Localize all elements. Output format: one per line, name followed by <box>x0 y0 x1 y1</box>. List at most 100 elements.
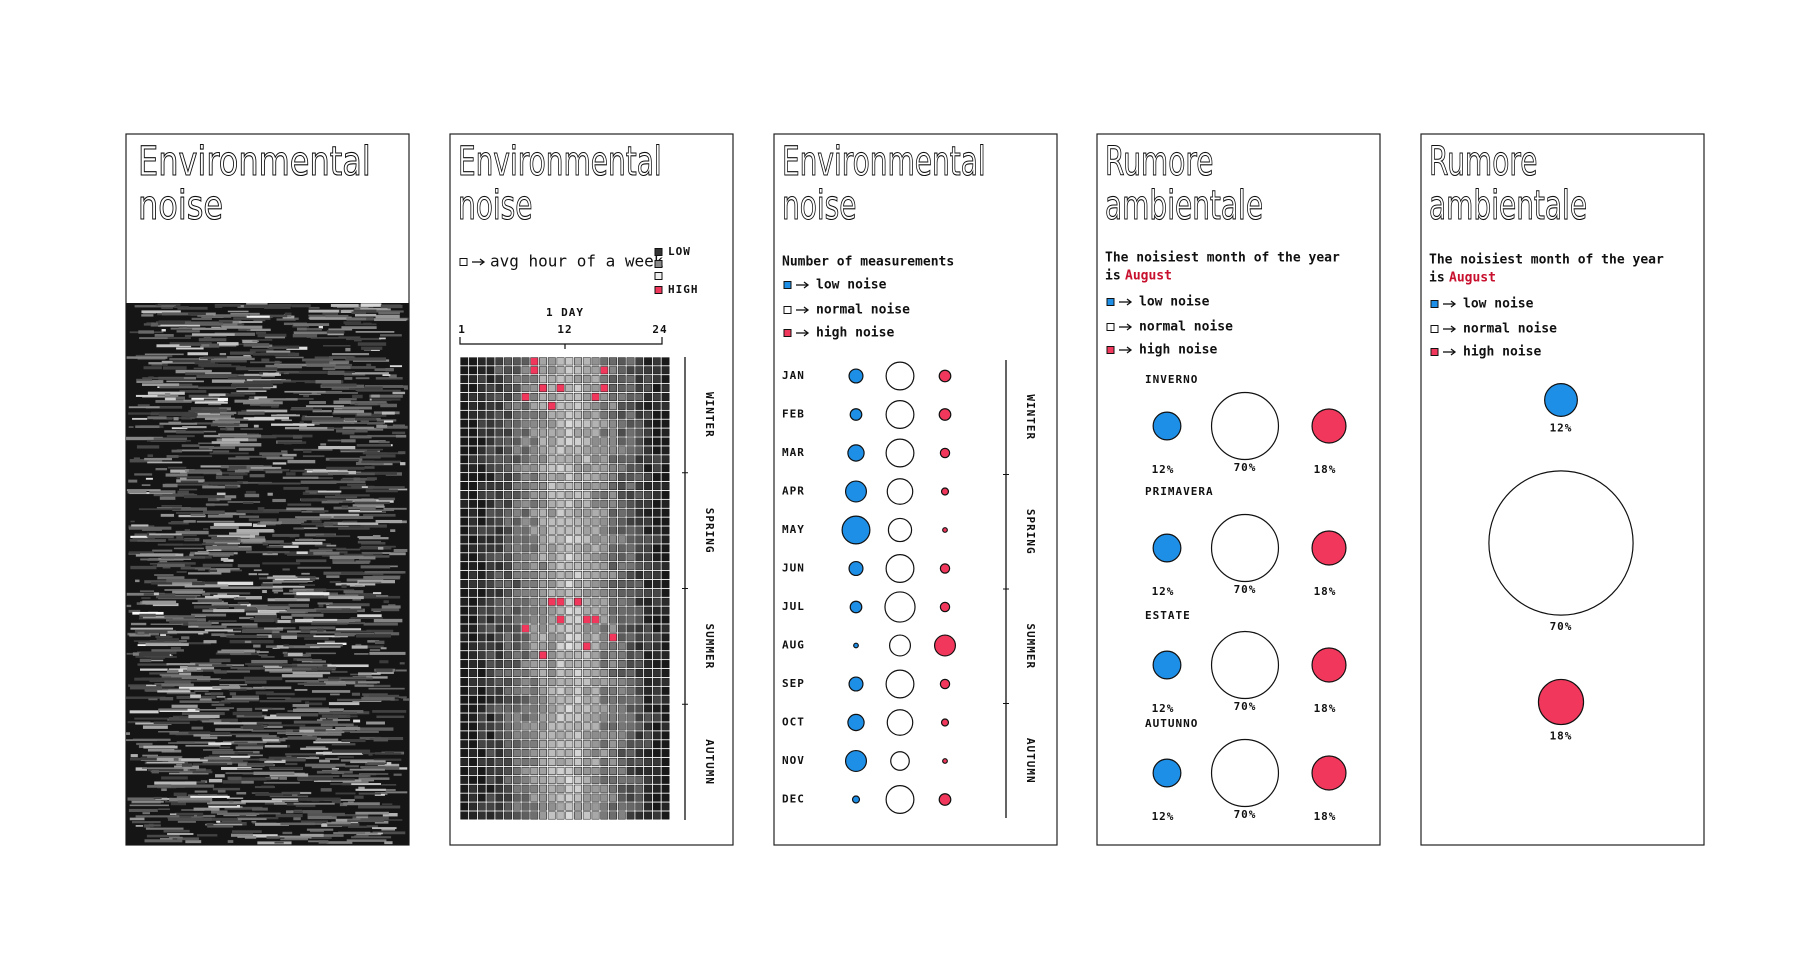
noise-streak <box>191 816 202 819</box>
heat-cell <box>469 508 477 517</box>
heat-cell <box>617 597 626 606</box>
noise-streak <box>390 529 396 532</box>
subtitle: is <box>1429 271 1445 286</box>
noise-streak <box>174 812 204 816</box>
noise-streak <box>153 437 188 441</box>
heat-cell <box>574 802 582 811</box>
heat-cell <box>574 419 582 428</box>
noise-streak <box>218 433 255 436</box>
noise-streak <box>161 556 206 559</box>
heat-cell <box>591 490 600 499</box>
heat-cell <box>652 811 661 820</box>
noise-streak <box>249 474 265 478</box>
heat-cell <box>591 526 600 535</box>
noise-streak <box>215 314 247 317</box>
heat-cell <box>504 419 512 428</box>
heat-cell <box>661 793 670 802</box>
heat-cell <box>617 686 626 695</box>
noise-streak <box>346 317 374 321</box>
noise-streak <box>272 533 300 537</box>
heat-cell <box>582 651 591 660</box>
noise-streak <box>229 684 240 687</box>
heat-cell <box>539 535 547 544</box>
noise-streak <box>209 658 231 663</box>
noise-streak <box>341 608 363 611</box>
noise-streak <box>373 738 389 742</box>
noise-streak <box>136 445 160 449</box>
noise-streak <box>220 766 252 770</box>
noise-streak <box>316 392 358 394</box>
heat-cell <box>547 793 556 802</box>
heat-cell <box>582 784 591 793</box>
heat-cell <box>652 357 661 366</box>
heat-cell <box>652 473 661 482</box>
noise-streak <box>132 611 164 615</box>
heat-cell <box>469 437 477 446</box>
heat-cell <box>556 384 565 393</box>
heat-cell <box>495 758 504 767</box>
noise-streak <box>310 660 326 663</box>
noise-streak <box>296 659 322 662</box>
bubble <box>885 438 915 468</box>
heat-cell <box>521 775 530 784</box>
noise-streak <box>331 779 362 782</box>
noise-streak <box>372 592 382 594</box>
heat-cell <box>609 553 617 562</box>
noise-streak <box>146 322 155 325</box>
heat-cell <box>495 544 504 553</box>
heat-cell <box>652 766 661 775</box>
noise-streak <box>275 356 304 359</box>
noise-streak <box>155 467 168 471</box>
noise-streak <box>128 526 172 530</box>
noise-streak <box>307 733 342 736</box>
heat-cell <box>574 677 582 686</box>
noise-streak <box>194 401 228 404</box>
axis-bracket <box>459 337 663 349</box>
heat-cell <box>582 740 591 749</box>
heat-cell <box>504 677 512 686</box>
heat-cell <box>661 579 670 588</box>
heat-cell <box>600 633 609 642</box>
heat-cell <box>530 758 539 767</box>
noise-streak <box>321 714 351 718</box>
percent-label: 18% <box>1314 810 1337 823</box>
heat-cell <box>469 731 477 740</box>
noise-streak <box>291 613 324 617</box>
heat-cell <box>477 615 486 624</box>
arrow-head <box>479 258 486 266</box>
noise-streak <box>358 777 390 780</box>
heat-cell <box>460 375 469 384</box>
noise-streak <box>203 398 218 401</box>
noise-streak <box>200 718 233 722</box>
noise-streak <box>263 469 290 472</box>
noise-streak <box>299 425 307 428</box>
noise-streak <box>348 511 387 513</box>
noise-streak <box>235 455 268 458</box>
heat-cell <box>556 793 565 802</box>
noise-streak <box>186 415 197 418</box>
subtitle: is <box>1105 269 1121 284</box>
noise-streak <box>262 709 268 712</box>
heat-cell <box>635 704 644 713</box>
noise-streak <box>222 780 254 784</box>
heat-cell <box>644 704 652 713</box>
noise-streak <box>249 349 274 352</box>
noise-streak <box>306 828 334 831</box>
noise-streak <box>135 722 172 725</box>
noise-streak <box>225 393 245 397</box>
heat-cell <box>530 562 539 571</box>
noise-streak <box>175 369 212 374</box>
noise-streak <box>360 303 382 307</box>
noise-streak <box>142 725 168 729</box>
noise-streak <box>203 430 217 433</box>
heat-cell <box>635 499 644 508</box>
heat-cell <box>530 695 539 704</box>
heat-cell <box>486 695 495 704</box>
heat-cell <box>530 766 539 775</box>
heat-cell <box>635 535 644 544</box>
noise-streak <box>395 669 407 672</box>
noise-streak <box>142 395 179 398</box>
noise-streak <box>132 738 171 741</box>
noise-streak <box>329 356 354 359</box>
heat-cell <box>486 606 495 615</box>
